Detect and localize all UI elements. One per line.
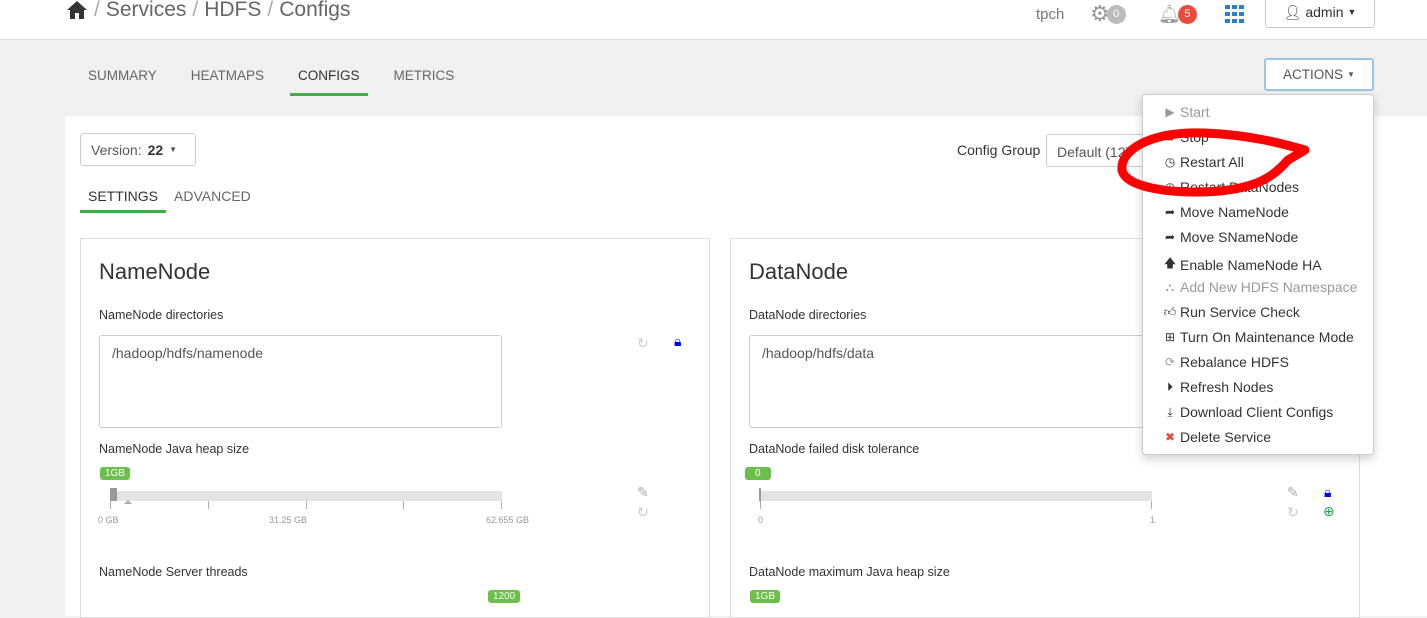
top-bar: / Services / HDFS / Configs tpch ⚙ 0 🔔︎ 5 … <box>0 0 1427 40</box>
alerts-button[interactable]: 🔔︎ 5 <box>1158 0 1197 28</box>
menu-item-move-snamenode[interactable]: ➦ Move SNameNode <box>1164 229 1299 245</box>
menu-item-start[interactable]: ▶ Start <box>1163 104 1209 120</box>
tab-advanced[interactable]: ADVANCED <box>174 188 251 204</box>
datanode-dirs-label: DataNode directories <box>749 308 867 322</box>
menu-item-move-namenode[interactable]: ➦ Move NameNode <box>1164 204 1289 220</box>
menu-item-refresh-nodes[interactable]: ⏵ Refresh Nodes <box>1163 379 1273 395</box>
card-title: NameNode <box>99 259 211 284</box>
menu-item-restart-all[interactable]: ◷ Restart All <box>1164 154 1244 170</box>
breadcrumb-separator: / <box>94 0 100 21</box>
tab-metrics[interactable]: METRICS <box>393 68 455 83</box>
undo-icon[interactable]: ↻ <box>637 504 649 520</box>
home-icon[interactable] <box>66 0 88 20</box>
play-circle-icon: ⏵ <box>1166 379 1173 394</box>
user-icon: 👤︎ <box>1283 3 1302 20</box>
breadcrumb-services[interactable]: Services <box>105 0 187 21</box>
datanode-tolerance-label: DataNode failed disk tolerance <box>749 442 920 456</box>
tab-heatmaps[interactable]: HEATMAPS <box>190 68 265 83</box>
service-tabs: SUMMARY HEATMAPS CONFIGS METRICS <box>80 66 480 96</box>
lock-icon[interactable]: 🔒︎ <box>1324 484 1332 500</box>
sitemap-icon: ⛬ <box>1165 279 1175 294</box>
ops-button[interactable]: ⚙ 0 <box>1090 0 1126 28</box>
medkit-icon: ⊞ <box>1164 330 1176 344</box>
datanode-heap-pill: 1GB <box>750 590 781 603</box>
red-annotation-circle <box>1117 128 1310 197</box>
slider-handle[interactable] <box>759 488 761 501</box>
breadcrumb: / Services / HDFS / Configs <box>66 0 350 22</box>
namenode-dirs-label: NameNode directories <box>99 308 224 322</box>
menu-item-download-configs[interactable]: ⤓ Download Client Configs <box>1163 404 1333 420</box>
times-icon: ✖ <box>1164 430 1176 444</box>
datanode-dirs-textarea[interactable]: /hadoop/hdfs/data <box>749 335 1152 428</box>
breadcrumb-configs: Configs <box>279 0 351 21</box>
menu-item-add-namespace[interactable]: ⛬ Add New HDFS Namespace <box>1163 279 1358 295</box>
actions-menu: ▶ Start ■ Stop ◷ Restart All ◷ Restart DataN… <box>1142 94 1374 455</box>
alerts-badge: 5 <box>1177 4 1197 24</box>
tick-label: 0 GB <box>98 515 119 525</box>
version-value: 22 <box>147 141 164 158</box>
caret-down-icon: ▼ <box>1347 7 1357 17</box>
heap-value-pill: 1GB <box>100 467 131 480</box>
pencil-icon[interactable]: ✎ <box>1287 484 1299 500</box>
caret-down-icon: ▼ <box>1347 70 1355 79</box>
namenode-card: NameNode NameNode directories /hadoop/hd… <box>80 238 710 618</box>
menu-item-delete-service[interactable]: ✖ Delete Service <box>1164 429 1272 445</box>
download-icon: ⤓ <box>1167 404 1173 419</box>
namenode-dirs-textarea[interactable]: /hadoop/hdfs/namenode <box>99 335 502 428</box>
tolerance-value-pill: 0 <box>745 467 771 480</box>
user-name: admin <box>1305 4 1344 20</box>
recommended-marker <box>124 500 132 504</box>
tab-settings[interactable]: SETTINGS <box>80 188 167 213</box>
tick-label: 62.655 GB <box>486 515 530 525</box>
datanode-heap-label: DataNode maximum Java heap size <box>749 565 950 579</box>
plus-circle-icon[interactable]: ⊕ <box>1323 503 1335 519</box>
version-label: Version: <box>91 141 142 158</box>
play-icon: ▶ <box>1165 105 1175 119</box>
actions-label: ACTIONS <box>1283 67 1344 82</box>
breadcrumb-separator: / <box>192 0 199 21</box>
version-dropdown[interactable]: Version: 22 ▼ <box>80 133 196 166</box>
settings-tabs: SETTINGS ADVANCED <box>80 188 259 213</box>
apps-grid-icon[interactable] <box>1225 0 1245 28</box>
pencil-icon[interactable]: ✎ <box>637 484 649 500</box>
menu-item-service-check[interactable]: 👍︎ Run Service Check <box>1163 304 1300 320</box>
ops-badge: 0 <box>1106 4 1126 24</box>
threads-value-pill: 1200 <box>488 590 521 603</box>
tick-label: 1 <box>1150 515 1156 525</box>
card-title: DataNode <box>749 259 849 284</box>
share-icon: ➦ <box>1164 230 1176 244</box>
cluster-name[interactable]: tpch <box>1036 5 1065 23</box>
bell-icon: 🔔︎ <box>1158 3 1181 24</box>
tab-configs[interactable]: CONFIGS <box>290 66 368 96</box>
lock-icon[interactable]: 🔒︎ <box>674 333 682 349</box>
tick-label: 0 <box>758 515 764 525</box>
actions-button[interactable]: ACTIONS ▼ <box>1264 58 1374 91</box>
clock-icon: ◷ <box>1164 155 1176 169</box>
menu-item-rebalance[interactable]: ⟳ Rebalance HDFS <box>1164 354 1289 370</box>
caret-down-icon: ▼ <box>169 145 178 154</box>
namenode-threads-label: NameNode Server threads <box>99 565 248 579</box>
menu-item-maintenance[interactable]: ⊞ Turn On Maintenance Mode <box>1164 329 1354 345</box>
menu-item-enable-ha[interactable]: 🡅 Enable NameNode HA <box>1163 254 1322 275</box>
undo-icon[interactable]: ↻ <box>637 335 649 351</box>
thumbs-up-icon: 👍︎ <box>1163 304 1177 319</box>
arrow-up-icon: 🡅 <box>1163 256 1177 270</box>
breadcrumb-separator: / <box>267 0 274 21</box>
gear-icon: ⚙ <box>1090 1 1110 26</box>
user-menu-button[interactable]: 👤︎ admin ▼ <box>1265 0 1375 28</box>
tab-summary[interactable]: SUMMARY <box>88 68 157 83</box>
namenode-heap-label: NameNode Java heap size <box>99 442 250 456</box>
breadcrumb-hdfs[interactable]: HDFS <box>204 0 262 21</box>
slider-handle[interactable] <box>110 488 117 501</box>
refresh-icon: ⟳ <box>1164 355 1176 369</box>
heap-slider[interactable] <box>110 491 502 501</box>
undo-icon[interactable]: ↻ <box>1287 504 1299 520</box>
tolerance-slider[interactable] <box>760 491 1152 501</box>
share-icon: ➦ <box>1164 205 1176 219</box>
tick-label: 31.25 GB <box>269 515 308 525</box>
config-group-label: Config Group <box>957 142 1041 158</box>
